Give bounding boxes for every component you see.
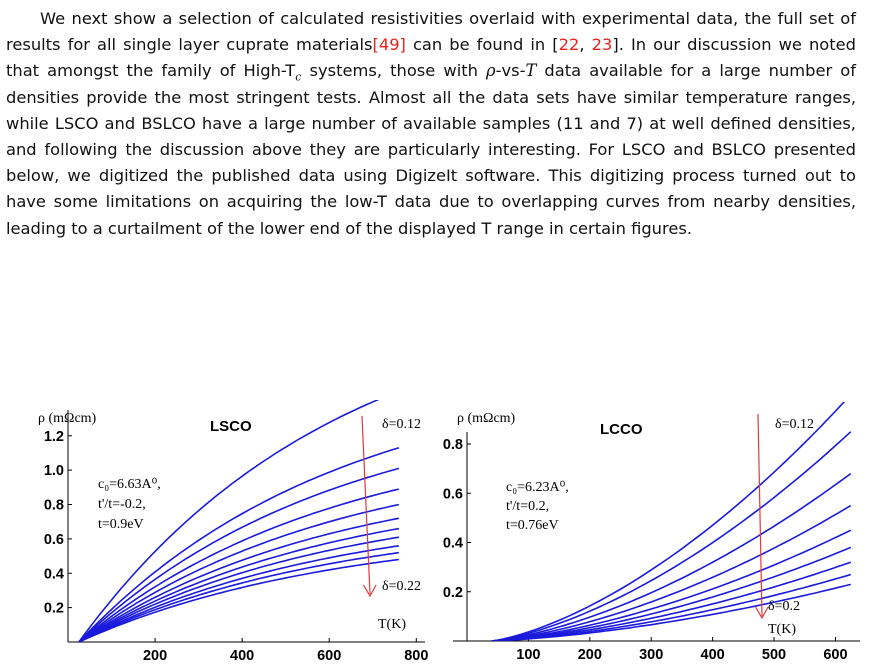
y-tick-label: 0.4 — [443, 536, 463, 552]
x-tick-label: 600 — [317, 648, 341, 664]
param-c0: c₀=6.63A⁰, — [98, 477, 161, 492]
y-axis-label: ρ (mΩcm) — [457, 411, 516, 426]
y-tick-label: 0.2 — [443, 585, 463, 601]
delta-bottom-label: δ=0.22 — [382, 579, 421, 594]
resistivity-curve-4 — [78, 488, 400, 642]
resistivity-curve-11 — [78, 558, 400, 642]
y-tick-label: 0.8 — [443, 437, 463, 453]
chart-title: LSCO — [210, 418, 252, 435]
y-axis-label: ρ (mΩcm) — [38, 411, 97, 426]
resistivity-curve-9 — [78, 545, 400, 642]
citation-23[interactable]: 23 — [591, 35, 613, 55]
y-tick-label: 0.6 — [443, 486, 463, 502]
resistivity-curve-4 — [491, 504, 852, 641]
x-tick-label: 400 — [230, 648, 254, 664]
delta-top-label: δ=0.12 — [775, 417, 814, 432]
param-c0: c₀=6.23A⁰, — [506, 480, 569, 495]
param-tprime: t'/t=-0.2, — [98, 497, 146, 512]
resistivity-curve-8 — [78, 536, 400, 642]
x-tick-label: 200 — [143, 648, 167, 664]
resistivity-curve-3 — [491, 472, 852, 641]
resistivity-curve-10 — [78, 551, 400, 642]
citation-49[interactable]: [49] — [372, 35, 406, 55]
y-tick-label: 0.8 — [44, 498, 64, 514]
resistivity-curve-1 — [491, 402, 846, 641]
resistivity-curve-9 — [491, 583, 851, 641]
param-tprime: t'/t=0.2, — [506, 499, 549, 514]
body-paragraph: We next show a selection of calculated r… — [6, 9, 857, 238]
resistivity-curve-2 — [491, 431, 852, 641]
resistivity-curve-6 — [491, 546, 852, 641]
y-tick-label: 1.0 — [44, 463, 64, 479]
x-tick-label: 100 — [516, 647, 540, 663]
x-axis-label: T(K) — [768, 622, 796, 637]
doping-arrow — [754, 413, 769, 620]
y-tick-label: 1.2 — [44, 429, 64, 445]
x-tick-label: 400 — [701, 647, 725, 663]
x-tick-label: 600 — [823, 647, 847, 663]
resistivity-curve-5 — [491, 529, 852, 641]
resistivity-curve-2 — [78, 447, 400, 642]
y-tick-label: 0.2 — [44, 601, 64, 617]
x-tick-label: 500 — [762, 647, 786, 663]
param-t: t=0.9eV — [98, 517, 144, 532]
citation-22[interactable]: 22 — [558, 35, 580, 55]
chart-title: LCCO — [600, 421, 643, 438]
resistivity-curve-6 — [78, 517, 400, 642]
resistivity-curve-5 — [78, 503, 400, 642]
resistivity-curve-7 — [491, 561, 852, 641]
resistivity-curve-1 — [78, 400, 380, 642]
x-tick-label: 200 — [578, 647, 602, 663]
x-axis-label: T(K) — [378, 617, 406, 632]
x-tick-label: 300 — [639, 647, 663, 663]
y-tick-label: 0.6 — [44, 532, 64, 548]
doping-arrow — [361, 415, 377, 598]
y-tick-label: 0.4 — [44, 566, 64, 582]
resistivity-curve-7 — [78, 527, 400, 642]
delta-bottom-label: δ=0.2 — [768, 599, 800, 614]
x-tick-label: 800 — [404, 648, 428, 664]
param-t: t=0.76eV — [506, 518, 559, 533]
resistivity-curve-3 — [78, 467, 400, 642]
delta-top-label: δ=0.12 — [382, 417, 421, 432]
